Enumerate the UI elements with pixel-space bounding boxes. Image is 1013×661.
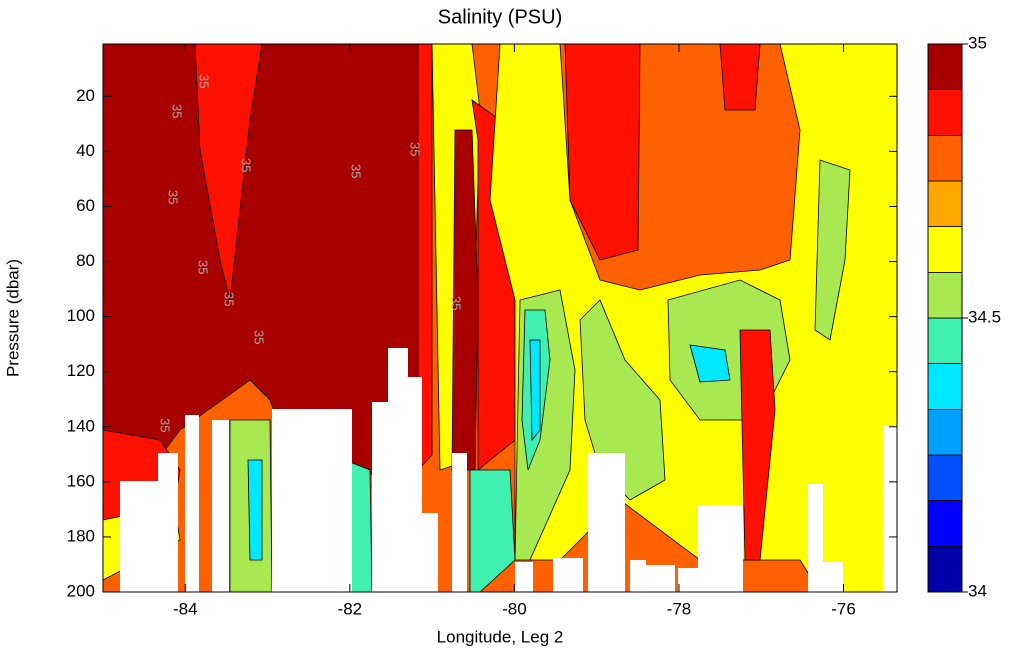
contour-region xyxy=(739,329,776,561)
no-data xyxy=(553,558,583,592)
no-data xyxy=(645,565,675,592)
x-tick-label: -80 xyxy=(502,599,527,618)
colorbar-band xyxy=(927,89,963,136)
no-data xyxy=(452,453,467,592)
colorbar-band xyxy=(927,546,963,593)
contour-label: 35 xyxy=(449,296,464,310)
contour-label: 35 xyxy=(408,142,423,156)
contour-label: 35 xyxy=(239,158,254,172)
x-tick-label: -82 xyxy=(338,599,363,618)
no-data xyxy=(272,409,352,592)
colorbar-band xyxy=(927,226,963,273)
contour-label: 35 xyxy=(222,292,237,306)
no-data xyxy=(588,453,625,592)
x-tick-label: -78 xyxy=(667,599,692,618)
colorbar-band xyxy=(927,180,963,227)
y-tick-label: 200 xyxy=(67,581,95,600)
no-data xyxy=(883,426,897,592)
contour-label: 35 xyxy=(252,330,267,344)
colorbar-band xyxy=(927,317,963,364)
y-tick-label: 40 xyxy=(76,141,95,160)
colorbar-band xyxy=(927,409,963,456)
colorbar-band xyxy=(927,135,963,182)
contour-label: 35 xyxy=(349,164,364,178)
colorbar-band xyxy=(927,454,963,501)
y-tick-label: 160 xyxy=(67,471,95,490)
no-data xyxy=(698,505,743,592)
x-tick-label: -84 xyxy=(173,599,198,618)
colorbar-tick-label: 34 xyxy=(968,581,987,600)
y-tick-label: 60 xyxy=(76,196,95,215)
no-data xyxy=(372,402,388,592)
contour-label: 35 xyxy=(197,74,212,88)
contour-region xyxy=(194,43,263,301)
plot-area xyxy=(102,43,898,593)
no-data xyxy=(408,377,422,592)
contour-region xyxy=(247,459,263,561)
x-tick-label: -76 xyxy=(831,599,856,618)
contour-region xyxy=(469,469,516,593)
y-tick-label: 80 xyxy=(76,251,95,270)
colorbar-band xyxy=(927,43,963,90)
contour-label: 35 xyxy=(158,418,173,432)
contour-region xyxy=(451,129,479,471)
contour-region xyxy=(719,43,761,111)
no-data xyxy=(515,562,533,592)
contour-region xyxy=(579,299,666,501)
y-tick-label: 20 xyxy=(76,86,95,105)
colorbar-band xyxy=(927,363,963,410)
colorbar-tick-label: 35 xyxy=(968,33,987,52)
y-axis-label: Pressure (dbar) xyxy=(3,259,22,377)
no-data xyxy=(388,348,408,592)
colorbar-band xyxy=(927,272,963,319)
no-data xyxy=(420,513,438,592)
no-data xyxy=(158,453,178,592)
contour-region xyxy=(689,344,731,383)
y-tick-label: 180 xyxy=(67,526,95,545)
y-tick-label: 140 xyxy=(67,416,95,435)
chart-title: Salinity (PSU) xyxy=(438,6,562,28)
y-tick-label: 100 xyxy=(67,306,95,325)
y-tick-label: 120 xyxy=(67,361,95,380)
plot-frame xyxy=(102,43,898,593)
no-data xyxy=(630,560,646,592)
no-data xyxy=(808,484,823,592)
contour-region xyxy=(814,159,851,341)
colorbar-band xyxy=(927,500,963,547)
x-axis-label: Longitude, Leg 2 xyxy=(437,627,564,646)
no-data xyxy=(823,562,843,592)
contour-label: 35 xyxy=(170,104,185,118)
contour-label: 35 xyxy=(166,190,181,204)
colorbar-tick-label: 34.5 xyxy=(968,307,1001,326)
contour-region xyxy=(529,339,541,442)
no-data xyxy=(185,415,199,592)
contour-label: 35 xyxy=(196,260,211,274)
contour-labels: 35 35 35 35 35 35 35 35 35 35 35 xyxy=(158,74,464,432)
no-data xyxy=(212,420,229,592)
no-data xyxy=(678,568,698,592)
